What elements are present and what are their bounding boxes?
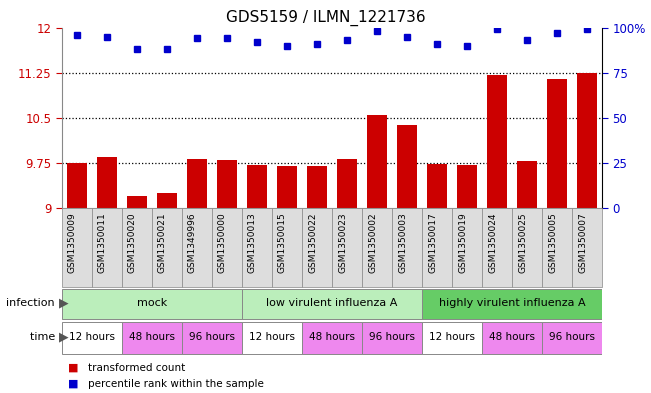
FancyBboxPatch shape <box>542 322 602 354</box>
Text: GSM1350021: GSM1350021 <box>158 212 167 273</box>
Bar <box>427 164 447 208</box>
FancyBboxPatch shape <box>62 288 242 319</box>
Text: time: time <box>30 332 59 342</box>
FancyBboxPatch shape <box>302 322 362 354</box>
FancyBboxPatch shape <box>62 208 92 287</box>
Text: GSM1350019: GSM1350019 <box>458 212 467 273</box>
Text: GSM1350013: GSM1350013 <box>248 212 257 273</box>
FancyBboxPatch shape <box>212 208 242 287</box>
Bar <box>127 196 146 208</box>
Text: highly virulent influenza A: highly virulent influenza A <box>439 298 585 308</box>
Bar <box>577 73 597 208</box>
Bar <box>157 193 176 208</box>
Bar <box>277 166 297 208</box>
Text: GSM1350024: GSM1350024 <box>488 212 497 273</box>
Text: GSM1350003: GSM1350003 <box>398 212 407 273</box>
Text: 48 hours: 48 hours <box>129 332 175 342</box>
Bar <box>217 160 237 208</box>
FancyBboxPatch shape <box>482 322 542 354</box>
FancyBboxPatch shape <box>242 288 422 319</box>
Text: 48 hours: 48 hours <box>309 332 355 342</box>
Text: ▶: ▶ <box>59 296 68 309</box>
FancyBboxPatch shape <box>422 288 602 319</box>
FancyBboxPatch shape <box>272 208 302 287</box>
Text: GSM1350007: GSM1350007 <box>578 212 587 273</box>
Bar <box>337 159 357 208</box>
FancyBboxPatch shape <box>512 208 542 287</box>
Bar <box>97 157 117 208</box>
Text: GSM1350022: GSM1350022 <box>308 212 317 273</box>
FancyBboxPatch shape <box>302 208 332 287</box>
Text: GSM1350023: GSM1350023 <box>338 212 347 273</box>
FancyBboxPatch shape <box>92 208 122 287</box>
Text: GSM1350025: GSM1350025 <box>518 212 527 273</box>
Text: transformed count: transformed count <box>88 363 185 373</box>
Text: ■: ■ <box>68 379 79 389</box>
Text: 96 hours: 96 hours <box>549 332 595 342</box>
FancyBboxPatch shape <box>572 208 602 287</box>
Text: infection: infection <box>7 298 59 308</box>
FancyBboxPatch shape <box>332 208 362 287</box>
Bar <box>547 79 567 208</box>
Text: GSM1350000: GSM1350000 <box>218 212 227 273</box>
FancyBboxPatch shape <box>392 208 422 287</box>
Text: 48 hours: 48 hours <box>489 332 535 342</box>
Text: GSM1350015: GSM1350015 <box>278 212 287 273</box>
Text: ■: ■ <box>68 363 79 373</box>
Bar <box>488 75 507 208</box>
Bar <box>187 159 206 208</box>
Bar <box>458 165 477 208</box>
Text: GSM1350009: GSM1350009 <box>68 212 77 273</box>
FancyBboxPatch shape <box>122 208 152 287</box>
FancyBboxPatch shape <box>422 208 452 287</box>
FancyBboxPatch shape <box>362 208 392 287</box>
Bar <box>397 125 417 208</box>
Text: ▶: ▶ <box>59 331 68 344</box>
FancyBboxPatch shape <box>182 322 242 354</box>
FancyBboxPatch shape <box>452 208 482 287</box>
FancyBboxPatch shape <box>152 208 182 287</box>
Bar <box>247 165 267 208</box>
Text: GSM1350017: GSM1350017 <box>428 212 437 273</box>
FancyBboxPatch shape <box>542 208 572 287</box>
FancyBboxPatch shape <box>482 208 512 287</box>
Text: GSM1350011: GSM1350011 <box>98 212 107 273</box>
FancyBboxPatch shape <box>422 322 482 354</box>
Text: GSM1350020: GSM1350020 <box>128 212 137 273</box>
Bar <box>518 161 537 208</box>
Text: 12 hours: 12 hours <box>69 332 115 342</box>
Text: 96 hours: 96 hours <box>189 332 235 342</box>
Text: mock: mock <box>137 298 167 308</box>
FancyBboxPatch shape <box>182 208 212 287</box>
Text: low virulent influenza A: low virulent influenza A <box>266 298 398 308</box>
FancyBboxPatch shape <box>242 208 272 287</box>
Text: GSM1350005: GSM1350005 <box>548 212 557 273</box>
Text: GDS5159 / ILMN_1221736: GDS5159 / ILMN_1221736 <box>226 9 425 26</box>
Bar <box>367 115 387 208</box>
Text: GSM1349996: GSM1349996 <box>188 212 197 273</box>
Text: GSM1350002: GSM1350002 <box>368 212 377 273</box>
Bar <box>307 166 327 208</box>
Text: percentile rank within the sample: percentile rank within the sample <box>88 379 264 389</box>
Text: 12 hours: 12 hours <box>249 332 295 342</box>
FancyBboxPatch shape <box>242 322 302 354</box>
FancyBboxPatch shape <box>362 322 422 354</box>
Bar <box>67 163 87 208</box>
Text: 12 hours: 12 hours <box>429 332 475 342</box>
FancyBboxPatch shape <box>62 322 122 354</box>
Text: 96 hours: 96 hours <box>369 332 415 342</box>
FancyBboxPatch shape <box>122 322 182 354</box>
